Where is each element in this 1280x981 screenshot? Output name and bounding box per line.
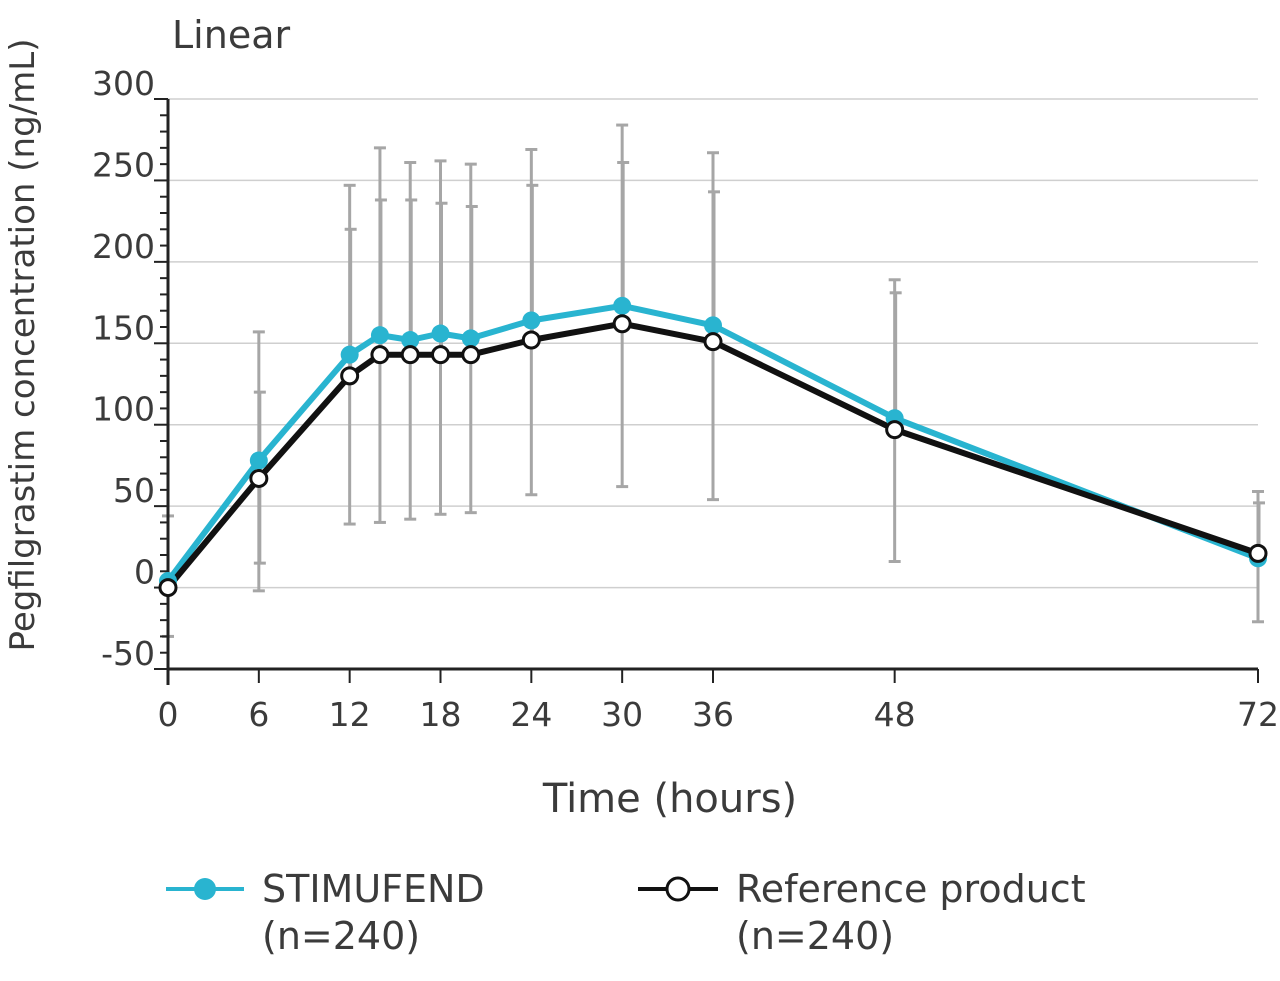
- point-stimufend-18: [431, 324, 450, 343]
- point-reference-16: [400, 345, 420, 365]
- point-reference-14: [370, 345, 390, 365]
- y-tick-label-150: 150: [92, 308, 155, 347]
- legend-n-stimufend: (n=240): [262, 914, 421, 958]
- point-reference-6: [249, 468, 269, 488]
- y-tick-label-0: 0: [134, 553, 155, 592]
- point-reference-48: [885, 420, 905, 440]
- y-tick-label-250: 250: [92, 145, 155, 184]
- y-tick-label-200: 200: [92, 227, 155, 266]
- error-bars: [162, 123, 1265, 638]
- x-tick-label-24: 24: [510, 695, 552, 734]
- point-stimufend-6: [249, 451, 268, 470]
- x-tick-label-72: 72: [1237, 695, 1279, 734]
- point-stimufend-14: [370, 326, 389, 345]
- point-reference-0: [158, 578, 178, 598]
- y-tick-label-50: 50: [113, 471, 155, 510]
- x-tick-label-6: 6: [248, 695, 269, 734]
- x-tick-label-12: 12: [329, 695, 371, 734]
- y-tick-label-100: 100: [92, 390, 155, 429]
- point-reference-12: [340, 366, 360, 386]
- point-stimufend-36: [704, 316, 722, 335]
- y-tick-label-300: 300: [92, 64, 155, 103]
- y-tick-label--50: -50: [101, 634, 155, 673]
- point-stimufend-12: [340, 345, 359, 364]
- point-stimufend-16: [401, 331, 420, 350]
- point-reference-72: [1248, 543, 1268, 563]
- x-tick-label-48: 48: [874, 695, 916, 734]
- x-tick-label-0: 0: [158, 695, 179, 734]
- point-reference-18: [431, 345, 450, 365]
- legend-item-stimufend: STIMUFEND (n=240): [166, 866, 485, 960]
- legend-label-stimufend: STIMUFEND: [262, 867, 485, 911]
- chart-title: Linear: [172, 13, 290, 57]
- series-lines: [165, 302, 1261, 591]
- point-reference-20: [461, 345, 481, 365]
- legend-marker-reference: [638, 876, 718, 902]
- x-tick-label-18: 18: [420, 695, 462, 734]
- series-line-reference: [165, 320, 1261, 591]
- point-stimufend-20: [461, 329, 480, 348]
- legend-label-reference: Reference product: [736, 867, 1086, 911]
- legend-n-reference: (n=240): [736, 914, 895, 958]
- x-tick-label-36: 36: [692, 695, 734, 734]
- point-reference-24: [521, 330, 541, 350]
- legend-marker-stimufend: [166, 878, 244, 900]
- x-axis-label: Time (hours): [542, 776, 797, 822]
- x-tick-label-30: 30: [601, 695, 643, 734]
- legend-item-reference: Reference product (n=240): [638, 866, 1086, 960]
- point-reference-36: [703, 332, 723, 352]
- y-axis-label: Pegfilgrastim concentration (ng/mL): [3, 39, 43, 652]
- data-markers: [158, 296, 1268, 598]
- point-stimufend-24: [522, 311, 541, 330]
- point-stimufend-30: [613, 296, 632, 315]
- series-line-stimufend: [165, 302, 1261, 585]
- point-reference-30: [612, 314, 632, 334]
